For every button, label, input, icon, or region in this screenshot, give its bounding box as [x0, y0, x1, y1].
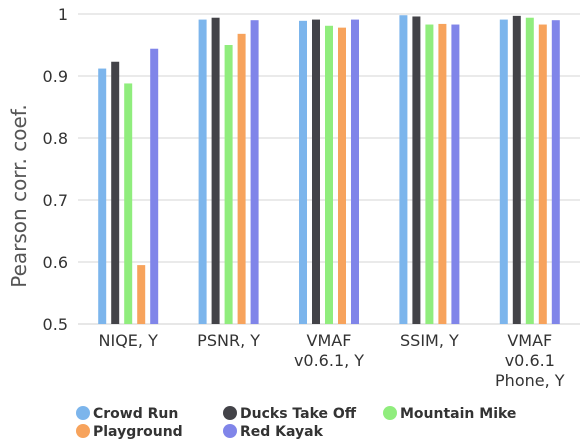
- legend-label: Mountain Mike: [400, 406, 516, 422]
- legend-label: Red Kayak: [240, 424, 324, 440]
- x-category-label: NIQE, Y: [99, 331, 159, 350]
- x-category-label: Phone, Y: [495, 371, 565, 390]
- bar[interactable]: [250, 20, 259, 324]
- legend-label: Ducks Take Off: [240, 406, 357, 422]
- bar[interactable]: [198, 19, 207, 325]
- bar[interactable]: [338, 27, 346, 324]
- legend-item[interactable]: Ducks Take Off: [223, 406, 357, 422]
- x-category-label: VMAF: [507, 331, 552, 350]
- legend-marker: [383, 406, 397, 420]
- bar[interactable]: [150, 48, 159, 324]
- bar[interactable]: [312, 19, 320, 325]
- y-tick-label: 0.8: [43, 129, 68, 148]
- bar[interactable]: [538, 24, 547, 324]
- bar[interactable]: [451, 24, 460, 324]
- bar[interactable]: [512, 15, 521, 325]
- legend-item[interactable]: Crowd Run: [76, 406, 178, 422]
- bar[interactable]: [299, 20, 307, 324]
- legend[interactable]: Crowd Run Ducks Take Off Mountain Mike Play…: [76, 406, 516, 440]
- y-tick-label: 0.9: [43, 67, 68, 86]
- y-tick-label: 0.6: [43, 253, 68, 272]
- y-tick-label: 1: [58, 5, 68, 24]
- legend-item[interactable]: Mountain Mike: [383, 406, 516, 422]
- bar[interactable]: [551, 20, 560, 324]
- x-category-label: VMAF: [307, 331, 352, 350]
- x-category-label: PSNR, Y: [197, 331, 260, 350]
- y-axis-ticks: 0.5 0.6 0.7 0.8 0.9 1: [43, 5, 68, 334]
- x-category-label: v0.6.1: [505, 351, 555, 370]
- legend-marker: [76, 406, 90, 420]
- bar[interactable]: [224, 45, 233, 324]
- legend-item[interactable]: Red Kayak: [223, 424, 324, 440]
- legend-marker: [223, 406, 237, 420]
- bar[interactable]: [124, 83, 133, 324]
- y-tick-label: 0.7: [43, 191, 68, 210]
- legend-label: Playground: [93, 424, 183, 440]
- bar[interactable]: [525, 17, 534, 324]
- bar[interactable]: [111, 61, 120, 325]
- bar[interactable]: [438, 23, 447, 324]
- bar[interactable]: [425, 24, 434, 324]
- legend-label: Crowd Run: [93, 406, 178, 422]
- legend-marker: [223, 424, 237, 438]
- bar[interactable]: [98, 68, 107, 324]
- bar[interactable]: [399, 15, 408, 325]
- x-category-label: v0.6.1, Y: [294, 351, 364, 370]
- y-axis-title: Pearson corr. coef.: [7, 104, 31, 288]
- legend-item[interactable]: Playground: [76, 424, 183, 440]
- legend-marker: [76, 424, 90, 438]
- bar[interactable]: [325, 25, 333, 325]
- bar[interactable]: [237, 33, 246, 325]
- bar[interactable]: [351, 19, 359, 325]
- y-tick-label: 0.5: [43, 315, 68, 334]
- bar[interactable]: [211, 17, 220, 324]
- x-category-label: SSIM, Y: [400, 331, 459, 350]
- bars: [98, 15, 560, 325]
- bar[interactable]: [499, 19, 508, 325]
- bar[interactable]: [412, 16, 421, 324]
- bar[interactable]: [137, 265, 146, 324]
